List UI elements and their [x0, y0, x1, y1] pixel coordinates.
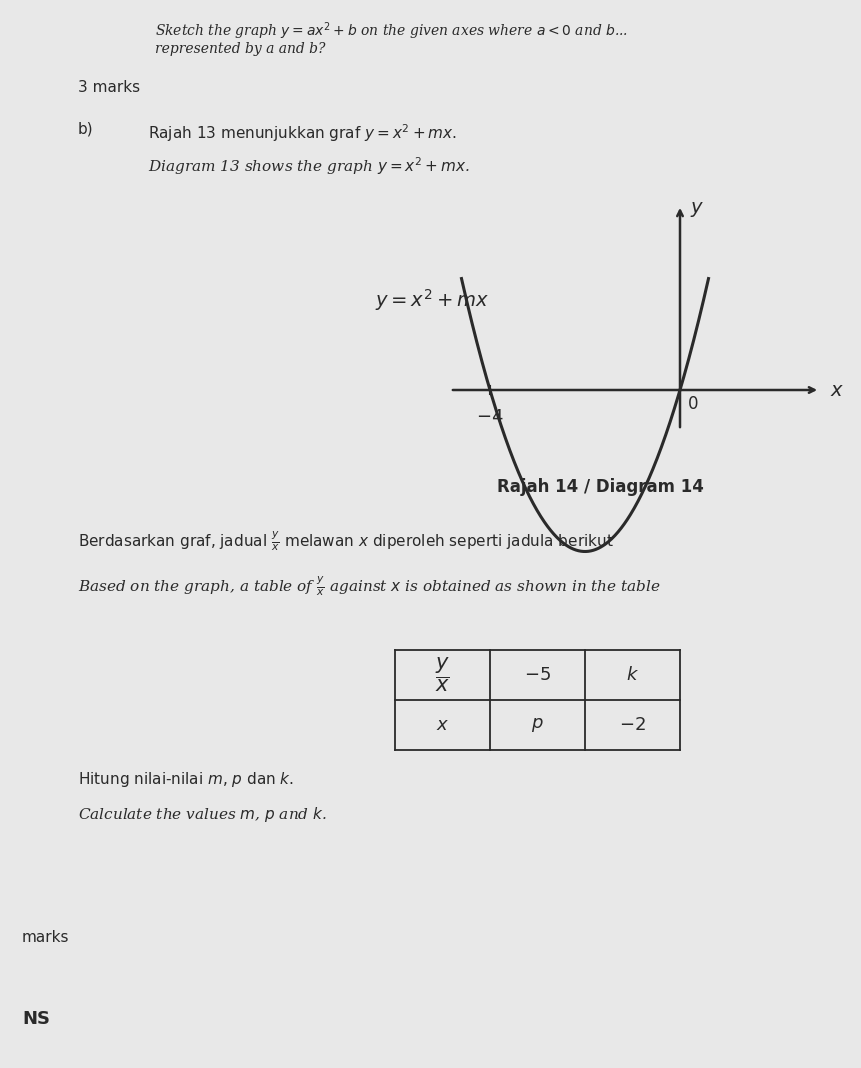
Text: $-5$: $-5$: [523, 666, 550, 684]
Text: Hitung nilai-nilai $m$, $p$ dan $k$.: Hitung nilai-nilai $m$, $p$ dan $k$.: [77, 770, 294, 789]
Text: Rajah 13 menunjukkan graf $y = x^2 + mx$.: Rajah 13 menunjukkan graf $y = x^2 + mx$…: [148, 122, 456, 144]
Text: $p$: $p$: [530, 716, 543, 734]
Text: $x$: $x$: [829, 380, 843, 399]
Text: Calculate the values $m$, $p$ and $k$.: Calculate the values $m$, $p$ and $k$.: [77, 805, 326, 824]
Text: represented by a and b?: represented by a and b?: [155, 42, 325, 56]
Text: Sketch the graph $y = ax^2 + b$ on the given axes where $a < 0$ and $b$...: Sketch the graph $y = ax^2 + b$ on the g…: [155, 20, 628, 42]
Text: $-4$: $-4$: [475, 408, 503, 426]
Text: $\dfrac{y}{x}$: $\dfrac{y}{x}$: [435, 656, 449, 694]
Text: b): b): [77, 122, 94, 137]
Text: Based on the graph, a table of $\frac{y}{x}$ against $x$ is obtained as shown in: Based on the graph, a table of $\frac{y}…: [77, 575, 660, 598]
Text: $y = x^2 + mx$: $y = x^2 + mx$: [375, 287, 489, 313]
Text: Diagram 13 shows the graph $y = x^2 + mx$.: Diagram 13 shows the graph $y = x^2 + mx…: [148, 155, 469, 176]
Text: Rajah 14 / Diagram 14: Rajah 14 / Diagram 14: [496, 478, 703, 496]
Text: marks: marks: [22, 930, 70, 945]
Text: 0: 0: [687, 395, 697, 413]
Text: Berdasarkan graf, jadual $\frac{y}{x}$ melawan $x$ diperoleh seperti jadula beri: Berdasarkan graf, jadual $\frac{y}{x}$ m…: [77, 530, 613, 553]
Text: NS: NS: [22, 1010, 50, 1028]
Text: $y$: $y$: [689, 200, 703, 219]
Text: $x$: $x$: [436, 716, 449, 734]
Text: 3 marks: 3 marks: [77, 80, 140, 95]
Text: $-2$: $-2$: [618, 716, 645, 734]
Text: $k$: $k$: [625, 666, 638, 684]
